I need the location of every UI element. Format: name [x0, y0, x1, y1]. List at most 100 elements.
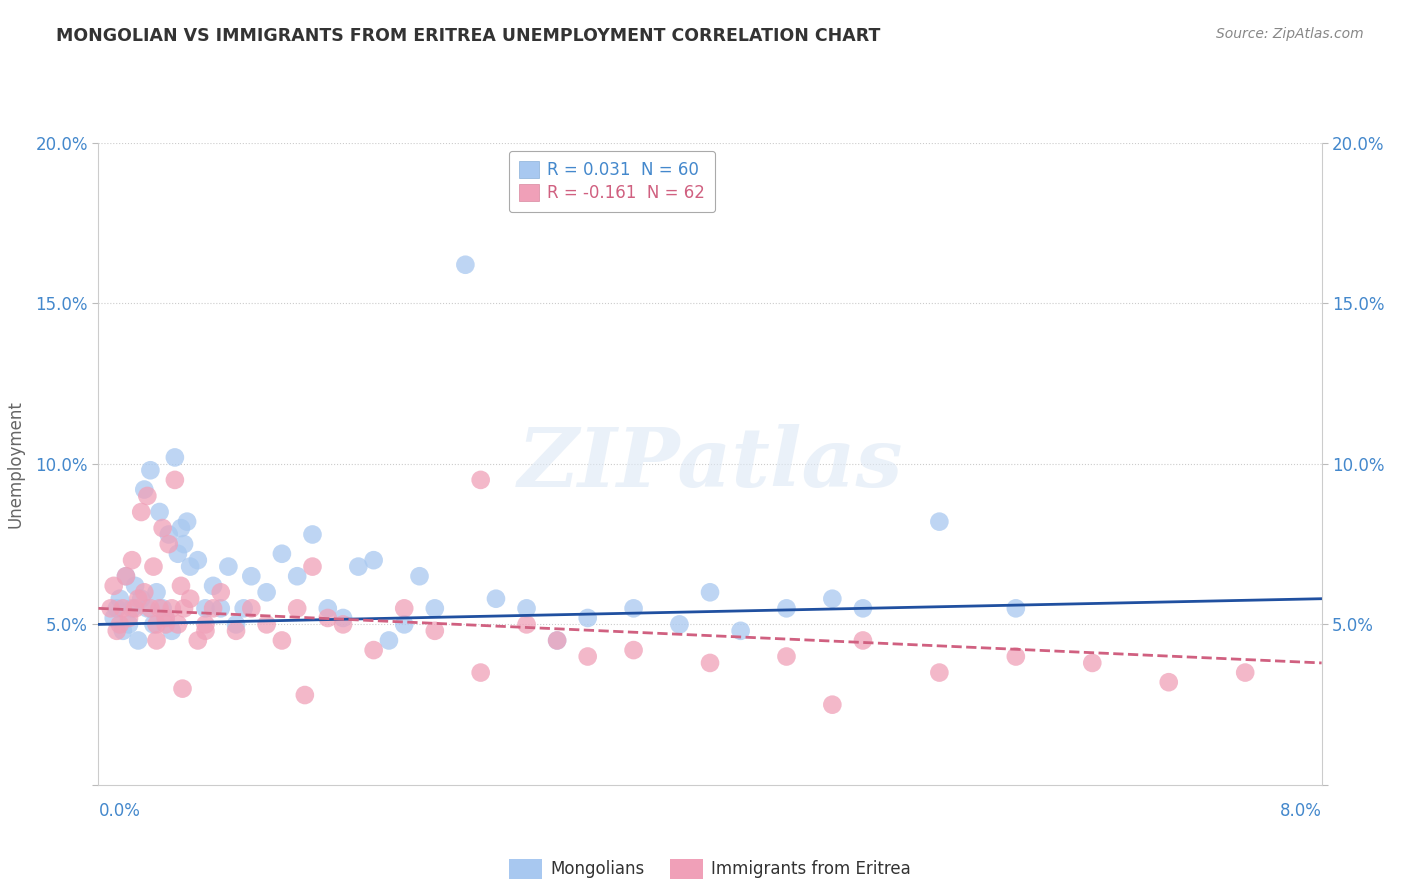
Point: [485, 591, 508, 606]
Point: [105, 624, 128, 638]
Point: [217, 559, 239, 574]
Point: [699, 585, 721, 599]
Point: [332, 617, 354, 632]
Point: [285, 569, 308, 583]
Point: [136, 489, 159, 503]
Point: [775, 649, 797, 664]
Point: [155, 611, 177, 625]
Point: [108, 617, 131, 632]
Point: [136, 601, 159, 615]
Point: [121, 601, 143, 615]
Point: [160, 624, 183, 638]
Point: [149, 505, 172, 519]
Point: [1081, 656, 1104, 670]
Point: [852, 601, 875, 615]
Point: [124, 601, 146, 615]
Point: [163, 473, 186, 487]
Point: [454, 258, 477, 272]
Point: [285, 601, 308, 615]
Point: [121, 553, 143, 567]
Point: [392, 617, 416, 632]
Point: [363, 643, 385, 657]
Text: ZIPatlas: ZIPatlas: [517, 424, 903, 504]
Point: [129, 505, 152, 519]
Point: [470, 473, 492, 487]
Point: [423, 624, 446, 638]
Point: [127, 633, 149, 648]
Point: [152, 521, 174, 535]
Point: [623, 601, 645, 615]
Point: [202, 601, 225, 615]
Point: [332, 611, 354, 625]
Point: [173, 537, 195, 551]
Point: [167, 547, 190, 561]
Point: [270, 547, 294, 561]
Point: [129, 591, 152, 606]
Point: [142, 559, 165, 574]
Point: [118, 611, 141, 625]
Point: [316, 611, 339, 625]
Point: [170, 579, 193, 593]
Point: [378, 633, 401, 648]
Point: [928, 665, 950, 680]
Point: [145, 617, 167, 632]
Point: [157, 527, 180, 541]
Point: [155, 617, 177, 632]
Point: [134, 483, 156, 497]
Point: [167, 617, 190, 632]
Point: [194, 601, 217, 615]
Point: [163, 450, 186, 465]
Point: [1004, 649, 1026, 664]
Point: [546, 633, 568, 648]
Point: [232, 601, 254, 615]
Point: [1004, 601, 1026, 615]
Point: [139, 463, 162, 477]
Point: [423, 601, 446, 615]
Point: [142, 617, 165, 632]
Point: [256, 585, 278, 599]
Point: [1234, 665, 1257, 680]
Point: [240, 601, 263, 615]
Point: [515, 601, 537, 615]
Point: [699, 656, 721, 670]
Point: [152, 601, 174, 615]
Point: [347, 559, 370, 574]
Point: [103, 611, 125, 625]
Point: [115, 569, 138, 583]
Point: [179, 559, 201, 574]
Point: [294, 688, 316, 702]
Point: [160, 601, 183, 615]
Point: [145, 585, 167, 599]
Point: [149, 601, 172, 615]
Y-axis label: Unemployment: Unemployment: [7, 400, 24, 528]
Point: [392, 601, 416, 615]
Point: [775, 601, 797, 615]
Legend: Mongolians, Immigrants from Eritrea: Mongolians, Immigrants from Eritrea: [502, 852, 918, 886]
Point: [209, 601, 232, 615]
Point: [145, 633, 167, 648]
Point: [256, 617, 278, 632]
Point: [730, 624, 752, 638]
Point: [194, 617, 217, 632]
Point: [270, 633, 294, 648]
Point: [225, 617, 247, 632]
Point: [124, 579, 146, 593]
Point: [100, 601, 122, 615]
Text: 0.0%: 0.0%: [98, 802, 141, 820]
Point: [111, 601, 134, 615]
Point: [821, 698, 844, 712]
Point: [209, 585, 232, 599]
Point: [157, 537, 180, 551]
Point: [546, 633, 568, 648]
Text: MONGOLIAN VS IMMIGRANTS FROM ERITREA UNEMPLOYMENT CORRELATION CHART: MONGOLIAN VS IMMIGRANTS FROM ERITREA UNE…: [56, 27, 880, 45]
Point: [127, 591, 149, 606]
Point: [408, 569, 430, 583]
Point: [576, 611, 599, 625]
Point: [176, 515, 198, 529]
Point: [155, 611, 177, 625]
Point: [103, 579, 125, 593]
Point: [179, 591, 201, 606]
Point: [301, 527, 323, 541]
Point: [515, 617, 537, 632]
Point: [108, 591, 131, 606]
